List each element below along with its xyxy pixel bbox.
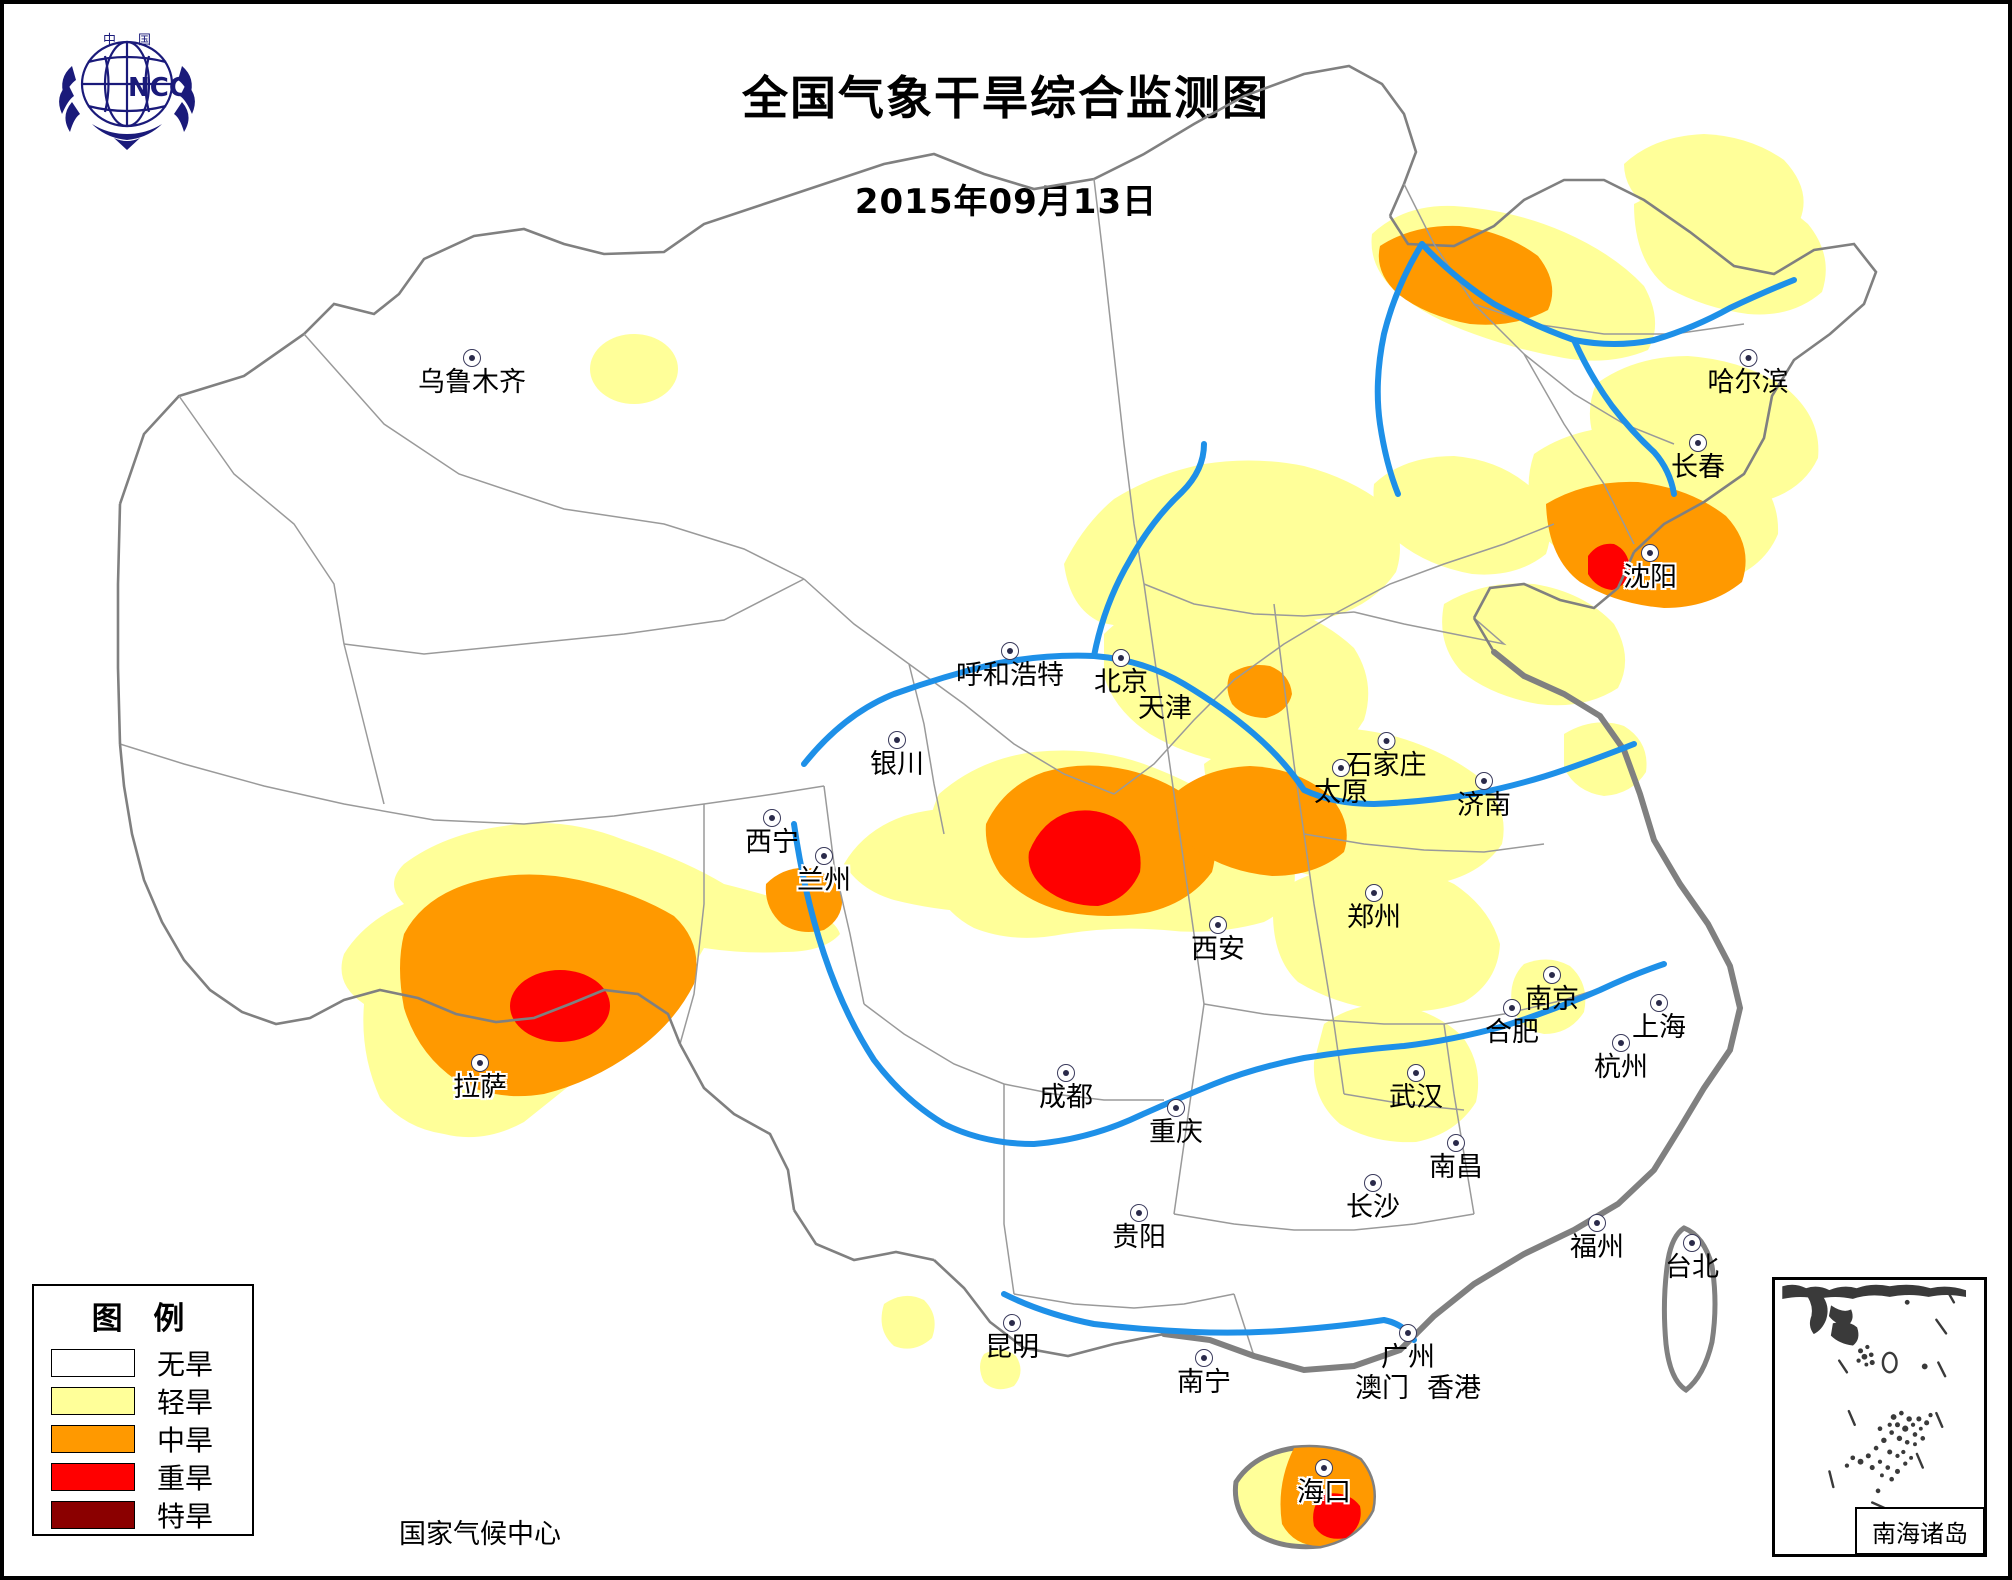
taiwan-island (1661, 1225, 1718, 1394)
river-songhua (1419, 241, 1797, 347)
legend-label-extreme-drought: 特旱 (157, 1500, 214, 1533)
legend-box: 图 例 无旱 轻旱 中旱 重旱 特旱 (32, 1284, 254, 1536)
ncc-logo: 中 国 NCC (59, 33, 195, 150)
drought-region-gansu-east-moderate (1173, 766, 1347, 876)
drought-region-tibet-severe (510, 970, 610, 1042)
drought-region-hebei-light (1442, 583, 1626, 706)
drought-region-xinjiang-light (590, 334, 678, 404)
inset-label: 南海诸岛 (1855, 1507, 1985, 1555)
legend-label-moderate-drought: 中旱 (157, 1424, 214, 1457)
drought-region-heilongjiang-north-light (1624, 134, 1804, 239)
drought-region-anhui-hubei-light (1273, 864, 1500, 1012)
drought-region-lanzhou-severe (1028, 810, 1141, 906)
legend-label-severe-drought: 重旱 (157, 1462, 214, 1495)
page-date: 2015年09月13日 (854, 182, 1158, 222)
province-borders (116, 64, 1878, 1372)
legend-label-light-drought: 轻旱 (157, 1386, 214, 1419)
legend-title: 图 例 (91, 1301, 195, 1337)
drought-layer-light (341, 134, 1826, 1390)
drought-region-hohhot-moderate (1227, 665, 1292, 718)
legend-item-no-drought: 无旱 (34, 1344, 252, 1382)
legend-label-no-drought: 无旱 (157, 1348, 214, 1381)
china-drought-map (116, 64, 1878, 1550)
legend-swatch-light-drought (51, 1387, 135, 1415)
svg-text:国: 国 (138, 33, 151, 48)
drought-region-shenyang-severe (1588, 543, 1630, 590)
legend-swatch-moderate-drought (51, 1425, 135, 1453)
drought-region-shandong-light (1564, 722, 1647, 796)
legend-item-extreme-drought: 特旱 (34, 1496, 252, 1534)
drought-region-yunnan-light-2 (980, 1349, 1021, 1390)
legend-item-moderate-drought: 中旱 (34, 1420, 252, 1458)
coastline (1161, 649, 1744, 1374)
svg-text:中: 中 (103, 33, 116, 48)
inset-map-south-china-sea: 南海诸岛 (1772, 1277, 1987, 1557)
drought-region-neimeng-ne-light (1373, 456, 1550, 575)
legend-swatch-extreme-drought (51, 1501, 135, 1529)
drought-layer-severe (510, 543, 1630, 1042)
river-pearl (1001, 1291, 1417, 1343)
legend-item-severe-drought: 重旱 (34, 1458, 252, 1496)
drought-region-yunnan-light (881, 1295, 935, 1349)
credit-text: 国家气候中心 (399, 1519, 561, 1550)
drought-region-qinghai-moderate (765, 867, 843, 932)
svg-text:NCC: NCC (128, 73, 188, 103)
river-yellow (801, 652, 1637, 807)
map-stage: 中 国 NCC 全国气象干旱综合监测图 2015年09月13日 (4, 4, 2008, 1576)
drought-region-heilongjiang-moderate (1378, 225, 1553, 325)
hainan-island (1232, 1444, 1376, 1550)
legend-swatch-severe-drought (51, 1463, 135, 1491)
inset-map-svg (1782, 1284, 1967, 1512)
legend-swatch-no-drought (51, 1349, 135, 1377)
page-title: 全国气象干旱综合监测图 (742, 71, 1270, 125)
legend-item-light-drought: 轻旱 (34, 1382, 252, 1420)
